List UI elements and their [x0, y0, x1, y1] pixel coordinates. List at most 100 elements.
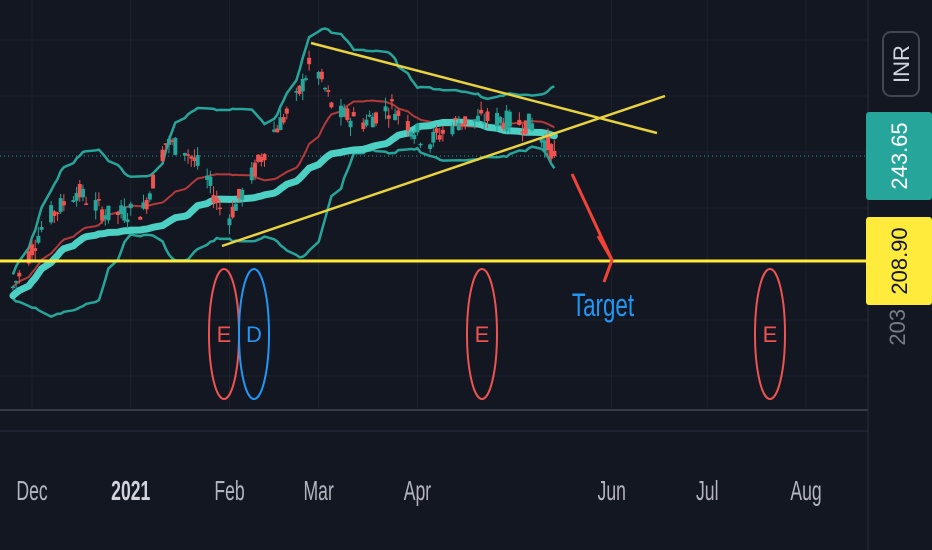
event-letter: D	[246, 322, 262, 347]
candle-body	[504, 110, 509, 132]
candle-body	[326, 90, 331, 92]
candle-body	[316, 71, 321, 79]
candle-body	[119, 205, 124, 215]
candle-body	[485, 111, 490, 122]
candle-body	[96, 199, 101, 201]
candle-body	[453, 117, 458, 120]
candle-body	[217, 207, 222, 210]
candle-body	[259, 156, 264, 162]
candle-body	[249, 167, 254, 181]
candle-body	[329, 102, 334, 108]
candle-body	[307, 57, 312, 65]
candle-body	[80, 188, 85, 198]
candle-body	[323, 87, 328, 90]
candle-body	[345, 108, 350, 120]
candle-body	[49, 205, 54, 223]
candle-body	[412, 134, 417, 140]
candle-body	[526, 113, 531, 129]
candle-body	[100, 209, 105, 221]
candle-body	[103, 215, 108, 219]
candle-body	[93, 200, 98, 211]
candle-body	[30, 244, 34, 256]
candle-body	[147, 193, 152, 200]
candle-body	[233, 203, 238, 211]
time-axis-pane[interactable]	[0, 430, 868, 550]
candle-body	[240, 189, 245, 200]
candle-body	[122, 206, 127, 221]
event-letter: E	[217, 322, 232, 347]
candle-body	[319, 71, 324, 80]
candle-body	[428, 144, 433, 149]
candle-body	[367, 114, 372, 117]
candle-body	[498, 116, 503, 123]
candle-body	[303, 78, 308, 80]
candle-body	[151, 174, 156, 189]
time-axis-label: Jun	[598, 475, 626, 506]
candle-body	[507, 111, 512, 127]
candle-body	[170, 140, 175, 142]
target-arrow[interactable]	[570, 173, 614, 283]
candle-body	[17, 272, 22, 277]
event-marker[interactable]: D	[238, 268, 270, 400]
candle-body	[370, 116, 375, 128]
candle-body	[294, 91, 299, 93]
candle-body	[227, 218, 232, 226]
support-trendline	[221, 94, 666, 248]
candle-body	[539, 137, 544, 143]
candle-body	[77, 183, 82, 198]
candle-body	[460, 123, 464, 127]
arrow-head	[596, 235, 614, 283]
candle-body	[364, 119, 369, 126]
candle-body	[281, 117, 286, 123]
candle-body	[58, 198, 63, 212]
time-axis-label: Feb	[214, 475, 244, 506]
candle-body	[338, 105, 343, 118]
candle-body	[517, 119, 522, 125]
event-marker[interactable]: E	[754, 268, 786, 400]
candle-body	[386, 115, 391, 119]
candle-body	[389, 99, 394, 102]
candle-body	[463, 116, 468, 125]
candle-body	[141, 202, 146, 209]
candle-body	[84, 203, 89, 205]
candle-body	[252, 162, 257, 177]
candle-body	[284, 108, 289, 114]
candle-body	[342, 107, 347, 117]
candle-body	[456, 122, 461, 131]
candle-body	[549, 144, 554, 159]
candle-body	[144, 199, 149, 210]
candle-body	[128, 203, 133, 209]
candle-body	[52, 211, 57, 216]
price-tag-bg	[866, 217, 932, 305]
event-letter: E	[475, 322, 490, 347]
currency-badge[interactable]: INR	[882, 31, 920, 97]
time-axis-label: Dec	[16, 475, 47, 506]
time-axis-label: Apr	[404, 475, 432, 506]
price-tag-label: 243.65	[887, 122, 912, 189]
target-label: Target	[572, 287, 634, 323]
candle-body	[39, 227, 44, 230]
candle-body	[275, 128, 280, 133]
candle-body	[106, 205, 111, 221]
candle-body	[71, 200, 76, 202]
candle-body	[374, 112, 378, 124]
candle-body	[214, 197, 219, 203]
candle-body	[479, 109, 484, 114]
candle-body	[383, 106, 388, 112]
time-axis-label: Jul	[696, 475, 719, 506]
candle-body	[186, 154, 191, 156]
candle-body	[237, 189, 242, 199]
candle-body	[523, 120, 528, 135]
event-marker[interactable]: E	[466, 268, 498, 400]
candle-body	[160, 149, 165, 162]
candle-body	[74, 193, 79, 201]
candle-body	[501, 122, 506, 129]
candle-body	[542, 140, 547, 152]
candle-body	[405, 121, 410, 131]
price-tag-label: 208.90	[887, 227, 912, 294]
bollinger-upper	[11, 27, 555, 275]
candle-body	[409, 131, 414, 137]
time-axis-label: Aug	[790, 475, 821, 506]
